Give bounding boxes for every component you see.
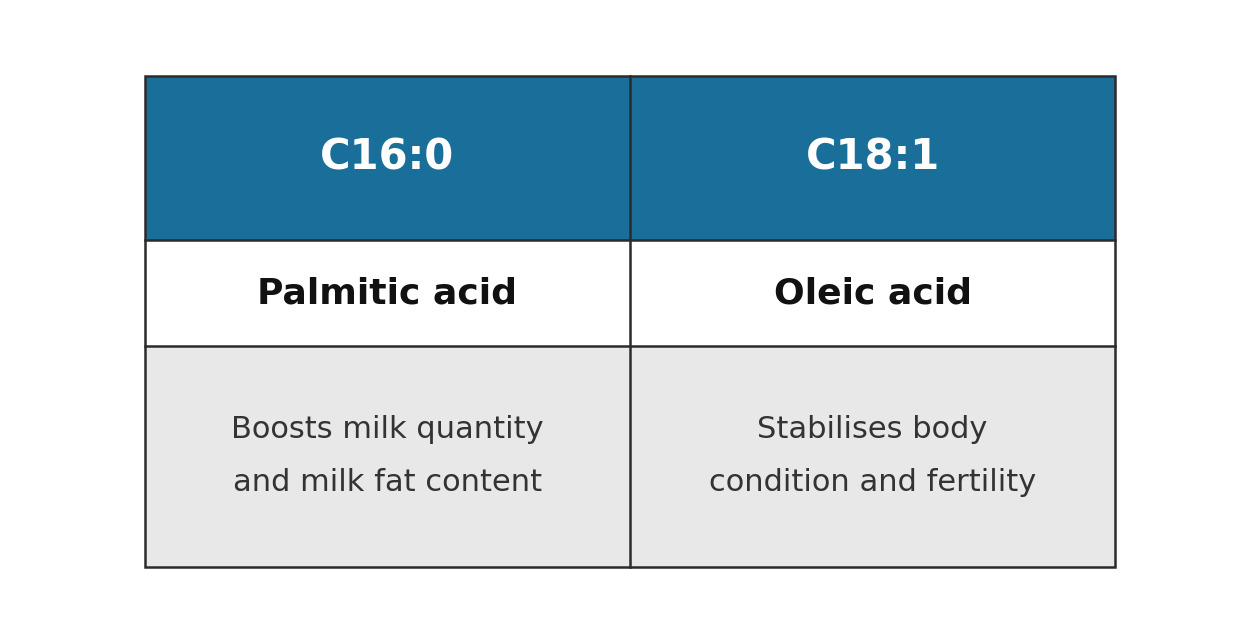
Text: Oleic acid: Oleic acid (774, 276, 971, 310)
Bar (630, 76, 1115, 240)
Bar (630, 346, 1115, 567)
Text: and milk fat content: and milk fat content (233, 468, 542, 498)
Text: condition and fertility: condition and fertility (709, 468, 1036, 498)
Bar (145, 240, 630, 346)
Bar (145, 76, 1115, 567)
Bar (145, 346, 630, 567)
Bar (630, 240, 1115, 346)
Bar (145, 76, 630, 240)
Text: C16:0: C16:0 (320, 137, 455, 179)
Text: C18:1: C18:1 (805, 137, 940, 179)
Text: Palmitic acid: Palmitic acid (257, 276, 518, 310)
Text: Boosts milk quantity: Boosts milk quantity (231, 415, 544, 445)
Text: Stabilises body: Stabilises body (757, 415, 988, 445)
